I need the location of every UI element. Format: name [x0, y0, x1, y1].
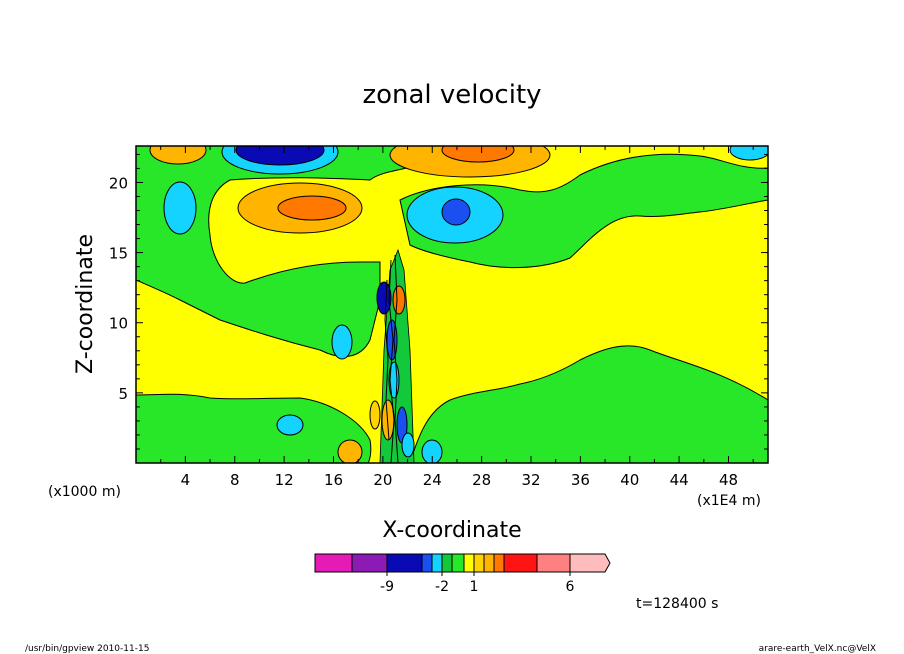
colorbar-segment: [386, 553, 423, 573]
contour-region-green-upper-right: [399, 153, 768, 269]
x-tick-label: 36: [571, 471, 590, 489]
colorbar-label: -9: [380, 579, 394, 595]
colorbar-arrow: [569, 553, 611, 573]
x-tick-label: 48: [719, 471, 738, 489]
mountain-wave-column: [337, 248, 443, 463]
contour-positive-top-jet-core: [441, 146, 515, 163]
x-tick-label: 32: [521, 471, 540, 489]
contour-region-green-lower-left: [136, 393, 372, 463]
x-scale-label: (x1E4 m): [697, 493, 761, 509]
y-tick-label: 20: [109, 174, 128, 192]
x-tick-label: 16: [324, 471, 343, 489]
x-axis-label: X-coordinate: [382, 518, 521, 543]
y-axis-label: Z-coordinate: [73, 234, 98, 374]
contour-negative-upper-eddy-core: [441, 198, 471, 226]
colorbar-segment: [503, 553, 538, 573]
colorbar-label: 1: [470, 579, 479, 595]
x-unit-label: (x1000 m): [48, 484, 121, 500]
contour-negative-low-spot: [276, 414, 304, 436]
contour-field: [136, 146, 768, 463]
x-tick-label: 4: [181, 471, 191, 489]
colorbar-segment: [421, 553, 433, 573]
y-axis: 5 10 15 20: [109, 153, 768, 450]
colorbar-label: -2: [435, 579, 449, 595]
y-tick-label: 15: [109, 245, 128, 263]
contour-region-green-lower-right: [409, 345, 768, 463]
colorbar-segment: [431, 553, 443, 573]
contour-positive-upper-eddy-core: [277, 195, 347, 221]
y-tick-label: 10: [109, 315, 128, 333]
contour-positive-top-left: [149, 146, 207, 165]
contour-negative-mid-left: [331, 324, 353, 360]
colorbar-segment: [493, 553, 505, 573]
x-tick-label: 20: [373, 471, 392, 489]
x-tick-label: 40: [620, 471, 639, 489]
x-tick-label: 8: [230, 471, 240, 489]
colorbar-segment: [463, 553, 475, 573]
colorbar-segment: [314, 553, 353, 573]
colorbar-label: 6: [566, 579, 575, 595]
colorbar: -9 -2 1 6: [314, 553, 611, 595]
x-tick-label: 24: [423, 471, 442, 489]
colorbar-segment: [441, 553, 453, 573]
y-tick-label: 5: [118, 385, 128, 403]
time-label: t=128400 s: [636, 596, 718, 612]
footer-source: arare-earth_VelX.nc@VelX: [759, 644, 876, 654]
contour-negative-top-right: [729, 146, 768, 161]
colorbar-segment: [351, 553, 388, 573]
chart-title: zonal velocity: [362, 80, 541, 110]
contour-region-green-upper-left: [136, 146, 421, 358]
contour-negative-top-core: [235, 146, 325, 166]
footer-program: /usr/bin/gpview 2010-11-15: [25, 644, 149, 654]
colorbar-segment: [451, 553, 465, 573]
colorbar-segment: [536, 553, 571, 573]
colorbar-segment: [483, 553, 495, 573]
x-tick-label: 44: [670, 471, 689, 489]
x-axis: 4 8 12 16 20 24 28 32 36 40 44 48: [160, 146, 754, 489]
x-tick-label: 12: [275, 471, 294, 489]
x-tick-label: 28: [472, 471, 491, 489]
contour-negative-left-cyan: [163, 181, 197, 235]
colorbar-segment: [473, 553, 485, 573]
plot-frame: [135, 145, 769, 464]
